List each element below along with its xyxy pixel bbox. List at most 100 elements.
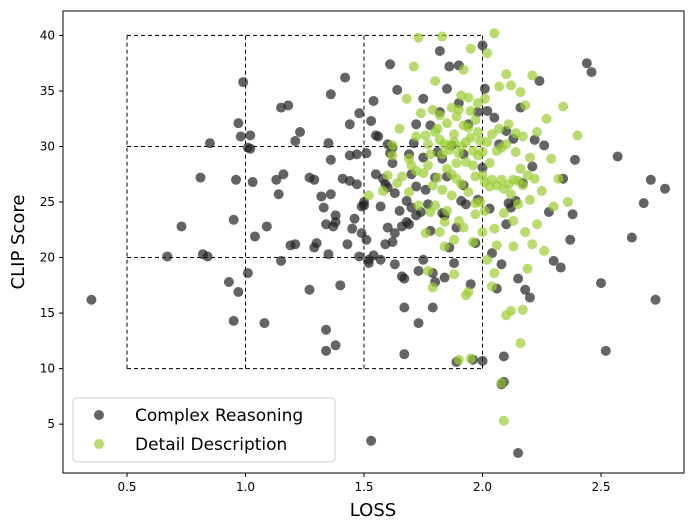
point-0-38 [316, 191, 327, 202]
point-1-157 [508, 241, 519, 252]
point-1-123 [524, 152, 535, 163]
point-0-181 [529, 134, 540, 145]
point-1-93 [489, 268, 500, 279]
point-1-100 [498, 208, 509, 219]
point-1-15 [418, 168, 429, 179]
point-0-39 [318, 202, 329, 213]
y-axis: 5 10 15 20 25 30 35 40 [40, 28, 63, 431]
point-0-166 [498, 351, 509, 362]
point-0-54 [340, 72, 351, 83]
point-1-152 [439, 241, 450, 252]
point-1-159 [539, 245, 550, 256]
point-1-150 [413, 200, 424, 211]
point-1-128 [532, 127, 543, 138]
y-axis-title: CLIP Score [8, 195, 29, 290]
point-1-8 [404, 187, 415, 198]
point-0-50 [330, 210, 341, 221]
y-tick-label-4: 25 [40, 195, 55, 209]
point-0-92 [387, 237, 398, 247]
point-1-76 [472, 98, 483, 109]
point-0-164 [496, 259, 507, 270]
point-0-70 [361, 234, 372, 245]
point-1-35 [439, 217, 450, 228]
point-1-74 [472, 127, 483, 138]
point-1-120 [520, 227, 531, 238]
point-0-51 [330, 340, 341, 351]
point-1-151 [420, 228, 431, 239]
point-0-10 [231, 174, 242, 185]
point-0-186 [555, 262, 566, 273]
point-0-118 [418, 254, 429, 265]
point-0-157 [479, 83, 490, 94]
point-0-81 [375, 254, 386, 265]
point-1-68 [468, 160, 479, 171]
point-0-63 [354, 108, 365, 119]
point-1-96 [494, 123, 505, 134]
point-0-113 [413, 318, 424, 329]
point-0-22 [261, 221, 272, 232]
point-1-17 [423, 160, 434, 171]
point-1-25 [430, 200, 441, 211]
point-1-125 [527, 70, 538, 81]
point-0-93 [389, 188, 400, 199]
point-0-134 [441, 83, 452, 94]
point-0-62 [351, 179, 362, 190]
point-0-178 [520, 284, 531, 295]
point-0-191 [581, 58, 592, 69]
point-0-55 [342, 239, 353, 250]
point-0-42 [321, 345, 332, 356]
legend-marker-complex-reasoning [94, 410, 104, 420]
point-0-79 [373, 131, 384, 142]
point-1-145 [487, 281, 498, 292]
point-1-97 [494, 81, 505, 92]
point-0-198 [645, 174, 656, 185]
point-0-41 [321, 324, 332, 335]
point-0-110 [411, 119, 422, 130]
x-tick-label-2: 1.5 [354, 480, 373, 494]
x-axis-title: LOSS [350, 500, 396, 521]
point-1-143 [427, 282, 438, 293]
point-0-20 [249, 231, 260, 242]
point-1-31 [437, 184, 448, 195]
legend-label-complex-reasoning: Complex Reasoning [135, 406, 303, 426]
point-1-127 [529, 173, 540, 184]
point-1-91 [489, 28, 500, 39]
point-0-94 [389, 228, 400, 239]
point-1-108 [505, 80, 516, 91]
point-1-44 [449, 137, 460, 148]
point-0-158 [482, 105, 493, 116]
point-1-137 [572, 130, 583, 141]
point-0-1 [162, 251, 173, 262]
point-1-133 [548, 201, 559, 212]
point-1-86 [482, 48, 493, 59]
point-1-28 [434, 227, 445, 238]
point-0-112 [411, 181, 422, 192]
point-1-117 [515, 338, 526, 349]
point-1-89 [487, 129, 498, 140]
point-0-75 [368, 95, 379, 106]
point-0-123 [427, 302, 438, 313]
point-0-28 [283, 100, 294, 111]
point-1-136 [562, 197, 573, 208]
point-1-138 [498, 415, 509, 426]
point-0-194 [600, 345, 611, 356]
y-tick-label-5: 30 [40, 139, 55, 153]
point-0-192 [586, 67, 597, 78]
point-1-64 [463, 187, 474, 198]
point-0-182 [534, 75, 545, 86]
point-0-100 [399, 273, 410, 284]
point-0-19 [247, 177, 258, 188]
point-1-147 [517, 304, 528, 315]
point-1-82 [479, 93, 490, 104]
point-0-37 [311, 238, 322, 249]
point-0-59 [347, 223, 358, 234]
x-axis: 0.5 1.0 1.5 2.0 2.5 [117, 473, 611, 494]
point-0-14 [238, 77, 249, 88]
point-1-58 [458, 222, 469, 233]
point-0-52 [335, 280, 346, 291]
point-0-105 [404, 219, 415, 230]
plot-frame [62, 10, 685, 474]
point-1-85 [482, 254, 493, 265]
point-1-80 [477, 147, 488, 158]
point-1-156 [491, 240, 502, 251]
